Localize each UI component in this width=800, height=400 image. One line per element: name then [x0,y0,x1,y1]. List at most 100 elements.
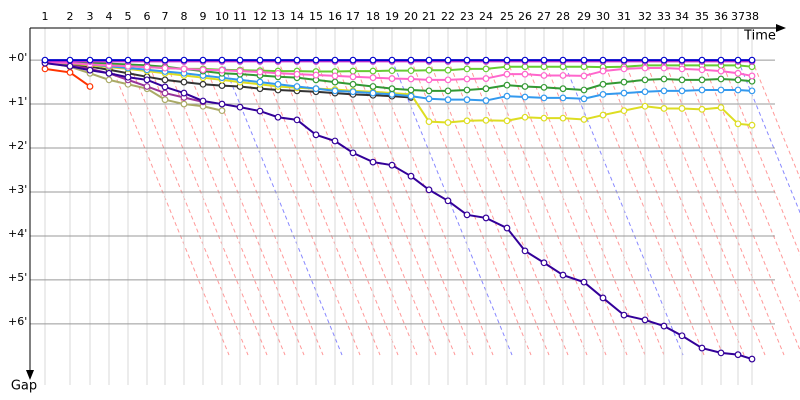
series-point [180,56,188,64]
series-point [293,116,301,124]
series-point [698,76,706,84]
series-point [293,83,301,90]
series-point [199,66,207,74]
series-point [41,56,49,64]
series-point [218,66,226,74]
series-point [503,56,511,64]
series-point [521,93,529,101]
series-point [620,89,628,97]
series-point [331,78,339,86]
series-point [124,56,132,64]
series-point [199,97,207,105]
series-point [161,89,169,97]
series-point [660,75,668,83]
series-point [218,56,226,64]
series-point [599,67,607,75]
series-point [407,86,415,94]
series-point [503,81,511,89]
series-point [521,113,529,121]
series-point [503,224,511,232]
x-tick-label: 30 [596,10,610,23]
series-point [161,96,169,104]
series-point [180,78,188,86]
series-point [503,92,511,100]
series-point [580,95,588,103]
series-point [407,67,415,75]
x-tick-label: 25 [500,10,514,23]
series-point [660,322,668,330]
series-point [161,64,169,72]
x-tick-label: 11 [233,10,247,23]
series-point [444,197,452,205]
series-point [463,211,471,219]
series-point [717,86,725,94]
series-point [580,86,588,94]
series-point [256,107,264,115]
x-tick-label: 35 [695,10,709,23]
x-tick-label: 10 [215,10,229,23]
series-point [559,114,567,122]
series-point [180,65,188,73]
series-point [641,102,649,110]
series-point [599,294,607,302]
x-tick-label: 29 [577,10,591,23]
x-tick-label: 13 [271,10,285,23]
x-tick-label: 18 [366,10,380,23]
y-tick-label: +1' [8,95,27,108]
series-point [580,56,588,64]
y-tick-label: +5' [8,271,27,284]
x-axis-label: Time [743,29,776,44]
series-point [620,311,628,319]
series-point [717,56,725,64]
series-point [369,74,377,82]
series-point [734,86,742,94]
series-point [274,113,282,121]
series-point [425,95,433,103]
series-point [256,78,264,86]
series-point [463,56,471,64]
y-axis-arrow [26,370,34,380]
series-point [425,87,433,95]
x-tick-label: 34 [675,10,689,23]
series-point [444,87,452,95]
series-point [312,85,320,93]
series-point [444,119,452,126]
series-point [444,56,452,64]
x-tick-label: 6 [144,10,151,23]
series-point [105,76,113,84]
series-point [331,56,339,64]
series-point [482,75,490,82]
x-tick-label: 4 [106,10,113,23]
series-point [312,71,320,79]
series-point [369,83,377,90]
series-point [425,66,433,74]
series-point [599,80,607,88]
series-point [388,161,396,169]
series-point [748,56,756,64]
series-point [482,65,490,73]
series-point [274,80,282,88]
series-point [105,69,113,77]
series-point [161,56,169,64]
x-tick-label: 21 [422,10,436,23]
series-point [349,80,357,88]
series-point [463,86,471,94]
series-point [444,66,452,74]
series-point [124,73,132,81]
series-point [218,107,226,115]
series-point [559,94,567,102]
series-point [748,121,756,129]
x-tick-label: 27 [537,10,551,23]
series-point [482,116,490,124]
series-point [161,76,169,84]
series-point [698,105,706,113]
series-point [641,56,649,64]
series-point [425,186,433,194]
series-point [199,80,207,88]
series-point [748,87,756,95]
series-point [293,70,301,78]
series-point [521,56,529,64]
y-tick-label: +4' [8,227,27,240]
series-point [482,214,490,222]
x-tick-label: 8 [181,10,188,23]
